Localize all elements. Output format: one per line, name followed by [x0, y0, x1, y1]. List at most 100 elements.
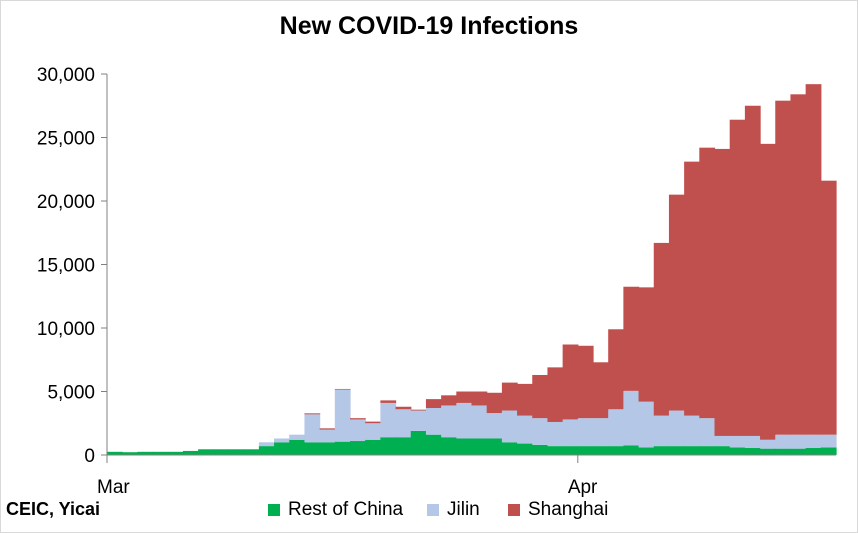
legend-label-rest-of-china: Rest of China [288, 499, 404, 520]
bar-rest-of-china-32 [593, 446, 609, 455]
bar-jilin-29 [547, 421, 564, 447]
bar-jilin-35 [638, 401, 655, 448]
bar-shanghai-22 [441, 395, 457, 406]
bar-shanghai-26 [501, 382, 518, 411]
bar-jilin-42 [744, 435, 761, 449]
bar-jilin-14 [319, 429, 336, 443]
bar-shanghai-35 [638, 287, 655, 402]
bar-jilin-41 [729, 435, 746, 448]
bar-jilin-46 [805, 434, 822, 449]
bar-rest-of-china-44 [775, 448, 792, 455]
bar-rest-of-china-43 [760, 448, 776, 455]
legend-swatch-shanghai [508, 504, 520, 516]
bar-shanghai-29 [547, 367, 564, 422]
bar-jilin-38 [684, 415, 700, 447]
bar-shanghai-27 [517, 383, 533, 416]
bar-rest-of-china-7 [213, 449, 230, 455]
bar-jilin-39 [699, 418, 716, 447]
bar-jilin-45 [790, 434, 807, 449]
bar-jilin-13 [304, 414, 321, 443]
bar-shanghai-25 [486, 392, 503, 414]
bar-shanghai-42 [744, 105, 761, 436]
bar-shanghai-41 [729, 119, 746, 436]
bar-rest-of-china-15 [334, 441, 351, 455]
bar-rest-of-china-10 [258, 446, 275, 455]
bar-rest-of-china-23 [456, 438, 473, 455]
chart-title: New COVID-19 Infections [279, 12, 579, 40]
bar-shanghai-43 [760, 143, 776, 440]
bar-rest-of-china-26 [501, 442, 518, 455]
bar-jilin-33 [608, 409, 624, 447]
bar-jilin-11 [274, 438, 290, 443]
bar-rest-of-china-12 [289, 439, 306, 455]
legend-swatch-rest-of-china [268, 504, 280, 516]
bar-rest-of-china-6 [198, 449, 214, 455]
bar-shanghai-39 [699, 147, 716, 419]
bar-rest-of-china-19 [395, 437, 412, 455]
y-tick-label: 25,000 [37, 129, 95, 150]
bar-rest-of-china-13 [304, 442, 321, 455]
bar-jilin-22 [441, 405, 457, 438]
bar-rest-of-china-46 [805, 448, 822, 455]
bar-jilin-17 [365, 423, 381, 440]
bar-jilin-32 [593, 418, 609, 447]
bar-shanghai-37 [668, 194, 685, 411]
bar-rest-of-china-29 [547, 446, 564, 455]
bar-shanghai-34 [623, 286, 640, 391]
bar-rest-of-china-40 [714, 446, 731, 455]
bar-shanghai-31 [577, 345, 594, 419]
y-tick-label: 0 [84, 446, 95, 467]
bar-shanghai-15 [334, 388, 351, 390]
bar-rest-of-china-27 [517, 443, 533, 455]
bar-jilin-20 [410, 410, 427, 431]
bar-shanghai-18 [380, 400, 397, 403]
bar-rest-of-china-42 [744, 448, 761, 455]
bar-jilin-44 [775, 434, 792, 449]
y-tick-label: 10,000 [37, 319, 95, 340]
bar-shanghai-28 [532, 374, 549, 419]
bar-jilin-34 [623, 390, 640, 446]
bar-rest-of-china-21 [425, 434, 442, 455]
bar-rest-of-china-11 [274, 442, 290, 455]
bar-shanghai-23 [456, 391, 473, 403]
bar-shanghai-16 [350, 418, 366, 420]
bar-shanghai-45 [790, 94, 807, 435]
legend-item-shanghai: Shanghai [508, 499, 608, 521]
bar-rest-of-china-5 [182, 450, 199, 455]
bar-jilin-40 [714, 435, 731, 447]
bar-rest-of-china-8 [228, 449, 245, 455]
bar-rest-of-china-35 [638, 447, 655, 455]
bar-jilin-19 [395, 409, 412, 438]
bar-rest-of-china-16 [350, 441, 366, 455]
bar-shanghai-17 [365, 421, 381, 424]
bar-shanghai-47 [820, 180, 837, 435]
bar-shanghai-30 [562, 344, 579, 420]
bar-shanghai-14 [319, 428, 336, 430]
bar-shanghai-40 [714, 148, 731, 436]
bar-jilin-37 [668, 410, 685, 447]
bar-jilin-24 [471, 405, 488, 439]
bar-jilin-25 [486, 413, 503, 439]
bar-jilin-30 [562, 419, 579, 447]
bar-shanghai-33 [608, 329, 624, 410]
bar-rest-of-china-9 [243, 449, 260, 455]
bar-rest-of-china-28 [532, 444, 549, 455]
bar-jilin-23 [456, 402, 473, 439]
legend-label-jilin: Jilin [447, 499, 480, 520]
x-tick-label: Mar [97, 477, 130, 498]
bar-shanghai-19 [395, 406, 412, 410]
bar-shanghai-38 [684, 161, 700, 416]
bar-jilin-10 [258, 442, 275, 447]
bar-rest-of-china-14 [319, 442, 336, 455]
legend-swatch-jilin [427, 504, 439, 516]
bar-rest-of-china-34 [623, 445, 640, 455]
bar-rest-of-china-22 [441, 437, 457, 455]
bar-rest-of-china-0 [107, 451, 123, 455]
bar-rest-of-china-24 [471, 438, 488, 455]
bar-jilin-16 [350, 419, 366, 442]
legend: Rest of China Jilin Shanghai [0, 499, 858, 523]
bar-shanghai-46 [805, 84, 822, 435]
bar-jilin-26 [501, 410, 518, 443]
bars-layer [107, 84, 837, 455]
bar-rest-of-china-38 [684, 446, 700, 455]
